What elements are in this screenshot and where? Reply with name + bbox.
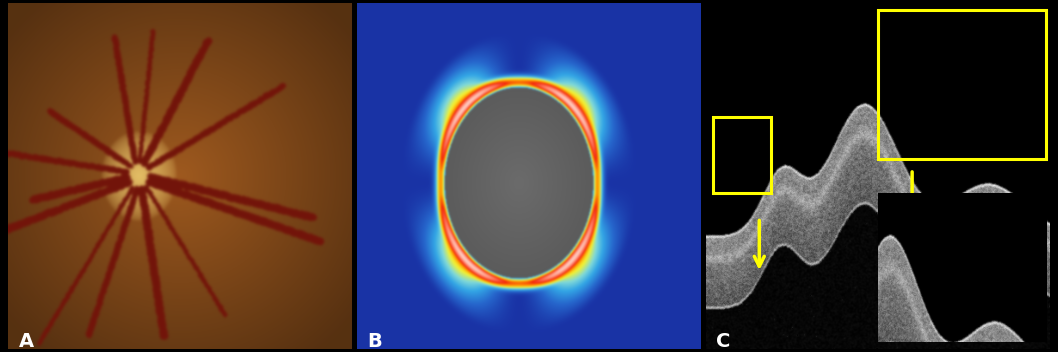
Bar [713, 117, 771, 193]
Bar [878, 10, 1046, 159]
Text: C: C [716, 332, 731, 351]
Text: A: A [19, 332, 34, 351]
Text: B: B [367, 332, 382, 351]
